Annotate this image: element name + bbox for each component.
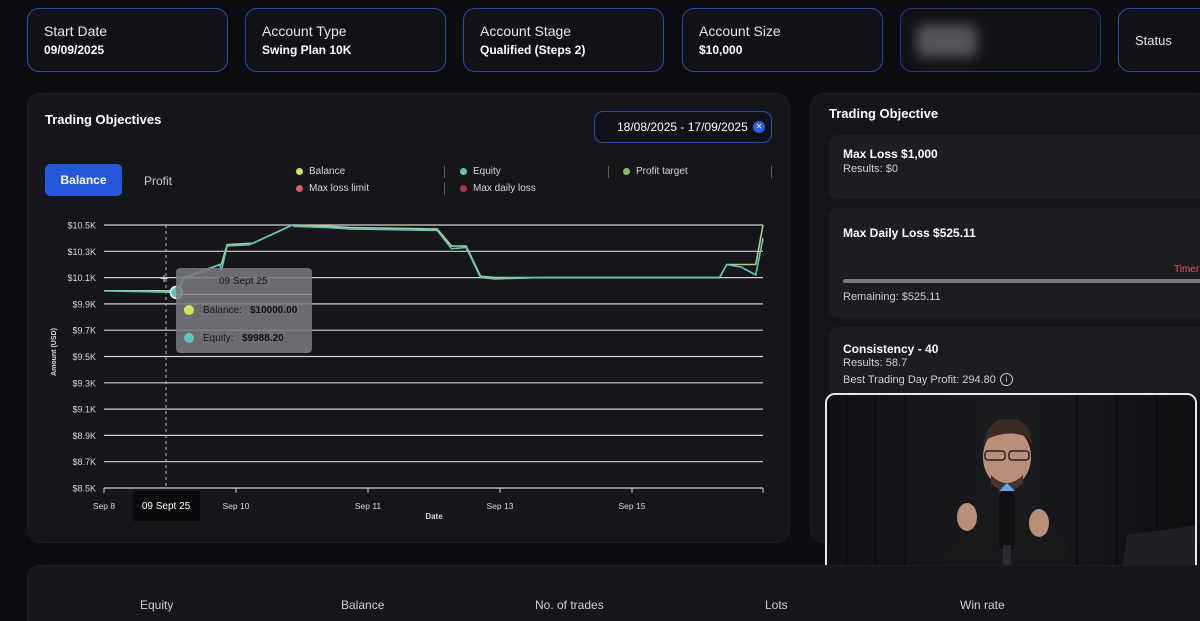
start-date-label: Start Date [44,23,108,39]
account-size-label: Account Size [699,23,781,39]
tooltip-equity-label: Equity: [203,333,234,344]
stat-winrate-label: Win rate [960,598,1005,612]
trading-objective-title: Trading Objective [829,106,939,121]
legend-max-daily-loss[interactable]: Max daily loss [460,183,536,194]
max-loss-title: Max Loss $1,000 [843,147,938,161]
start-date-card: Start Date 09/09/2025 [27,8,228,72]
tab-balance[interactable]: Balance [45,164,122,196]
y-tick-label: $8.5K [72,484,96,494]
x-tick-label: Sep 11 [355,501,382,511]
legend-max-daily-loss-dot [460,185,467,192]
x-tick-label: Sep 13 [487,501,514,511]
legend-max-daily-loss-label: Max daily loss [473,183,536,194]
series-line-equity [103,224,764,294]
y-tick-label: $9.1K [72,405,96,415]
account-size-card: Account Size $10,000 [682,8,883,72]
y-tick-label: $9.7K [72,326,96,336]
best-trading-day: Best Trading Day Profit: 294.80 i [843,373,1195,386]
y-axis-label: Amount (USD) [51,328,58,376]
consistency-result: Results: 58.7 [843,357,908,369]
legend-equity-dot [460,168,467,175]
max-loss-card: Max Loss $1,000 Results: $0 [829,135,1200,199]
status-card: Status [1118,8,1200,72]
consistency-title: Consistency - 40 [843,342,939,356]
account-stage-label: Account Stage [480,23,572,39]
legend-equity-label: Equity [473,166,501,177]
crosshair-icon: + [160,270,168,286]
legend-max-loss-label: Max loss limit [309,183,370,194]
legend-profit-target-dot [623,168,630,175]
account-type-value: Swing Plan 10K [262,43,352,57]
stats-panel [27,565,1200,621]
stat-lots-label: Lots [765,598,788,612]
legend-divider [608,166,609,178]
trading-objectives-panel [27,93,790,543]
account-type-label: Account Type [262,23,347,39]
info-icon[interactable]: i [999,373,1013,386]
account-size-value: $10,000 [699,43,743,57]
legend-balance-dot [296,168,303,175]
start-date-value: 09/09/2025 [44,43,105,57]
close-icon[interactable]: ✕ [753,121,765,133]
tooltip-balance-dot [184,305,194,315]
y-tick-label: $10.5K [67,221,96,231]
legend-balance-label: Balance [309,166,346,177]
legend-profit-target[interactable]: Profit target [623,166,688,177]
trading-objectives-title: Trading Objectives [45,112,162,127]
tooltip-equity-dot [184,333,194,343]
date-range-picker[interactable]: 18/08/2025 - 17/09/2025 ✕ [594,111,772,143]
tooltip-balance-value: $10000.00 [250,305,298,316]
timer-label: Timer [1174,264,1200,275]
daily-loss-progress-track [843,279,1200,283]
legend-max-loss-dot [296,185,303,192]
max-loss-result: Results: $0 [843,163,899,175]
account-type-card: Account Type Swing Plan 10K [245,8,446,72]
legend-equity[interactable]: Equity [460,166,501,177]
balance-chart[interactable]: $10.5K $10.3K $10.1K $9.9K $9.7K $9.5K $9.3K $9… [0,0,790,540]
y-tick-label: $8.7K [72,457,96,467]
tooltip-balance-label: Balance: [203,305,242,316]
account-stage-card: Account Stage Qualified (Steps 2) [463,8,664,72]
x-tick-label-active: 09 Sept 25 [142,501,191,512]
blurred-content [917,25,977,57]
y-tick-label: $9.5K [72,352,96,362]
legend-profit-target-label: Profit target [636,166,688,177]
tooltip-date: 09 Sept 25 [219,276,268,287]
status-label: Status [1135,33,1172,48]
y-tick-label: $9.3K [72,378,96,388]
legend-max-loss[interactable]: Max loss limit [296,183,369,194]
tab-profit[interactable]: Profit [144,174,173,188]
chart-tooltip: 09 Sept 25 Balance: $10000.00 Equity: $9… [176,268,312,353]
x-tick-label: Sep 15 [619,501,646,511]
y-tick-label: $10.1K [67,273,96,283]
tooltip-divider [176,294,312,295]
daily-loss-remaining: Remaining: $525.11 [843,291,941,303]
blurred-card [900,8,1101,72]
consistency-card: Consistency - 40 Results: 58.7 Best Trad… [829,327,1200,393]
account-stage-value: Qualified (Steps 2) [480,43,586,57]
y-tick-label: $10.3K [67,247,96,257]
legend-divider [444,183,445,195]
y-tick-label: $9.9K [72,299,96,309]
best-trading-day-text: Best Trading Day Profit: 294.80 [843,373,996,386]
tooltip-equity-value: $9988.20 [242,333,284,344]
max-daily-loss-title: Max Daily Loss $525.11 [843,226,976,240]
x-tick-highlight [133,491,200,521]
max-daily-loss-card: Max Daily Loss $525.11 Timer Remaining: … [829,208,1200,318]
legend-balance[interactable]: Balance [296,166,345,177]
date-range-text: 18/08/2025 - 17/09/2025 [617,120,748,134]
legend-divider [444,166,445,178]
stat-equity-label: Equity [140,598,174,612]
x-tick-label: Sep 8 [93,501,115,511]
y-tick-label: $8.9K [72,431,96,441]
stat-balance-label: Balance [341,598,385,612]
x-axis-label: Date [425,512,443,521]
legend-divider [771,166,772,178]
stat-trades-label: No. of trades [535,598,604,612]
x-tick-label: Sep 10 [223,501,250,511]
